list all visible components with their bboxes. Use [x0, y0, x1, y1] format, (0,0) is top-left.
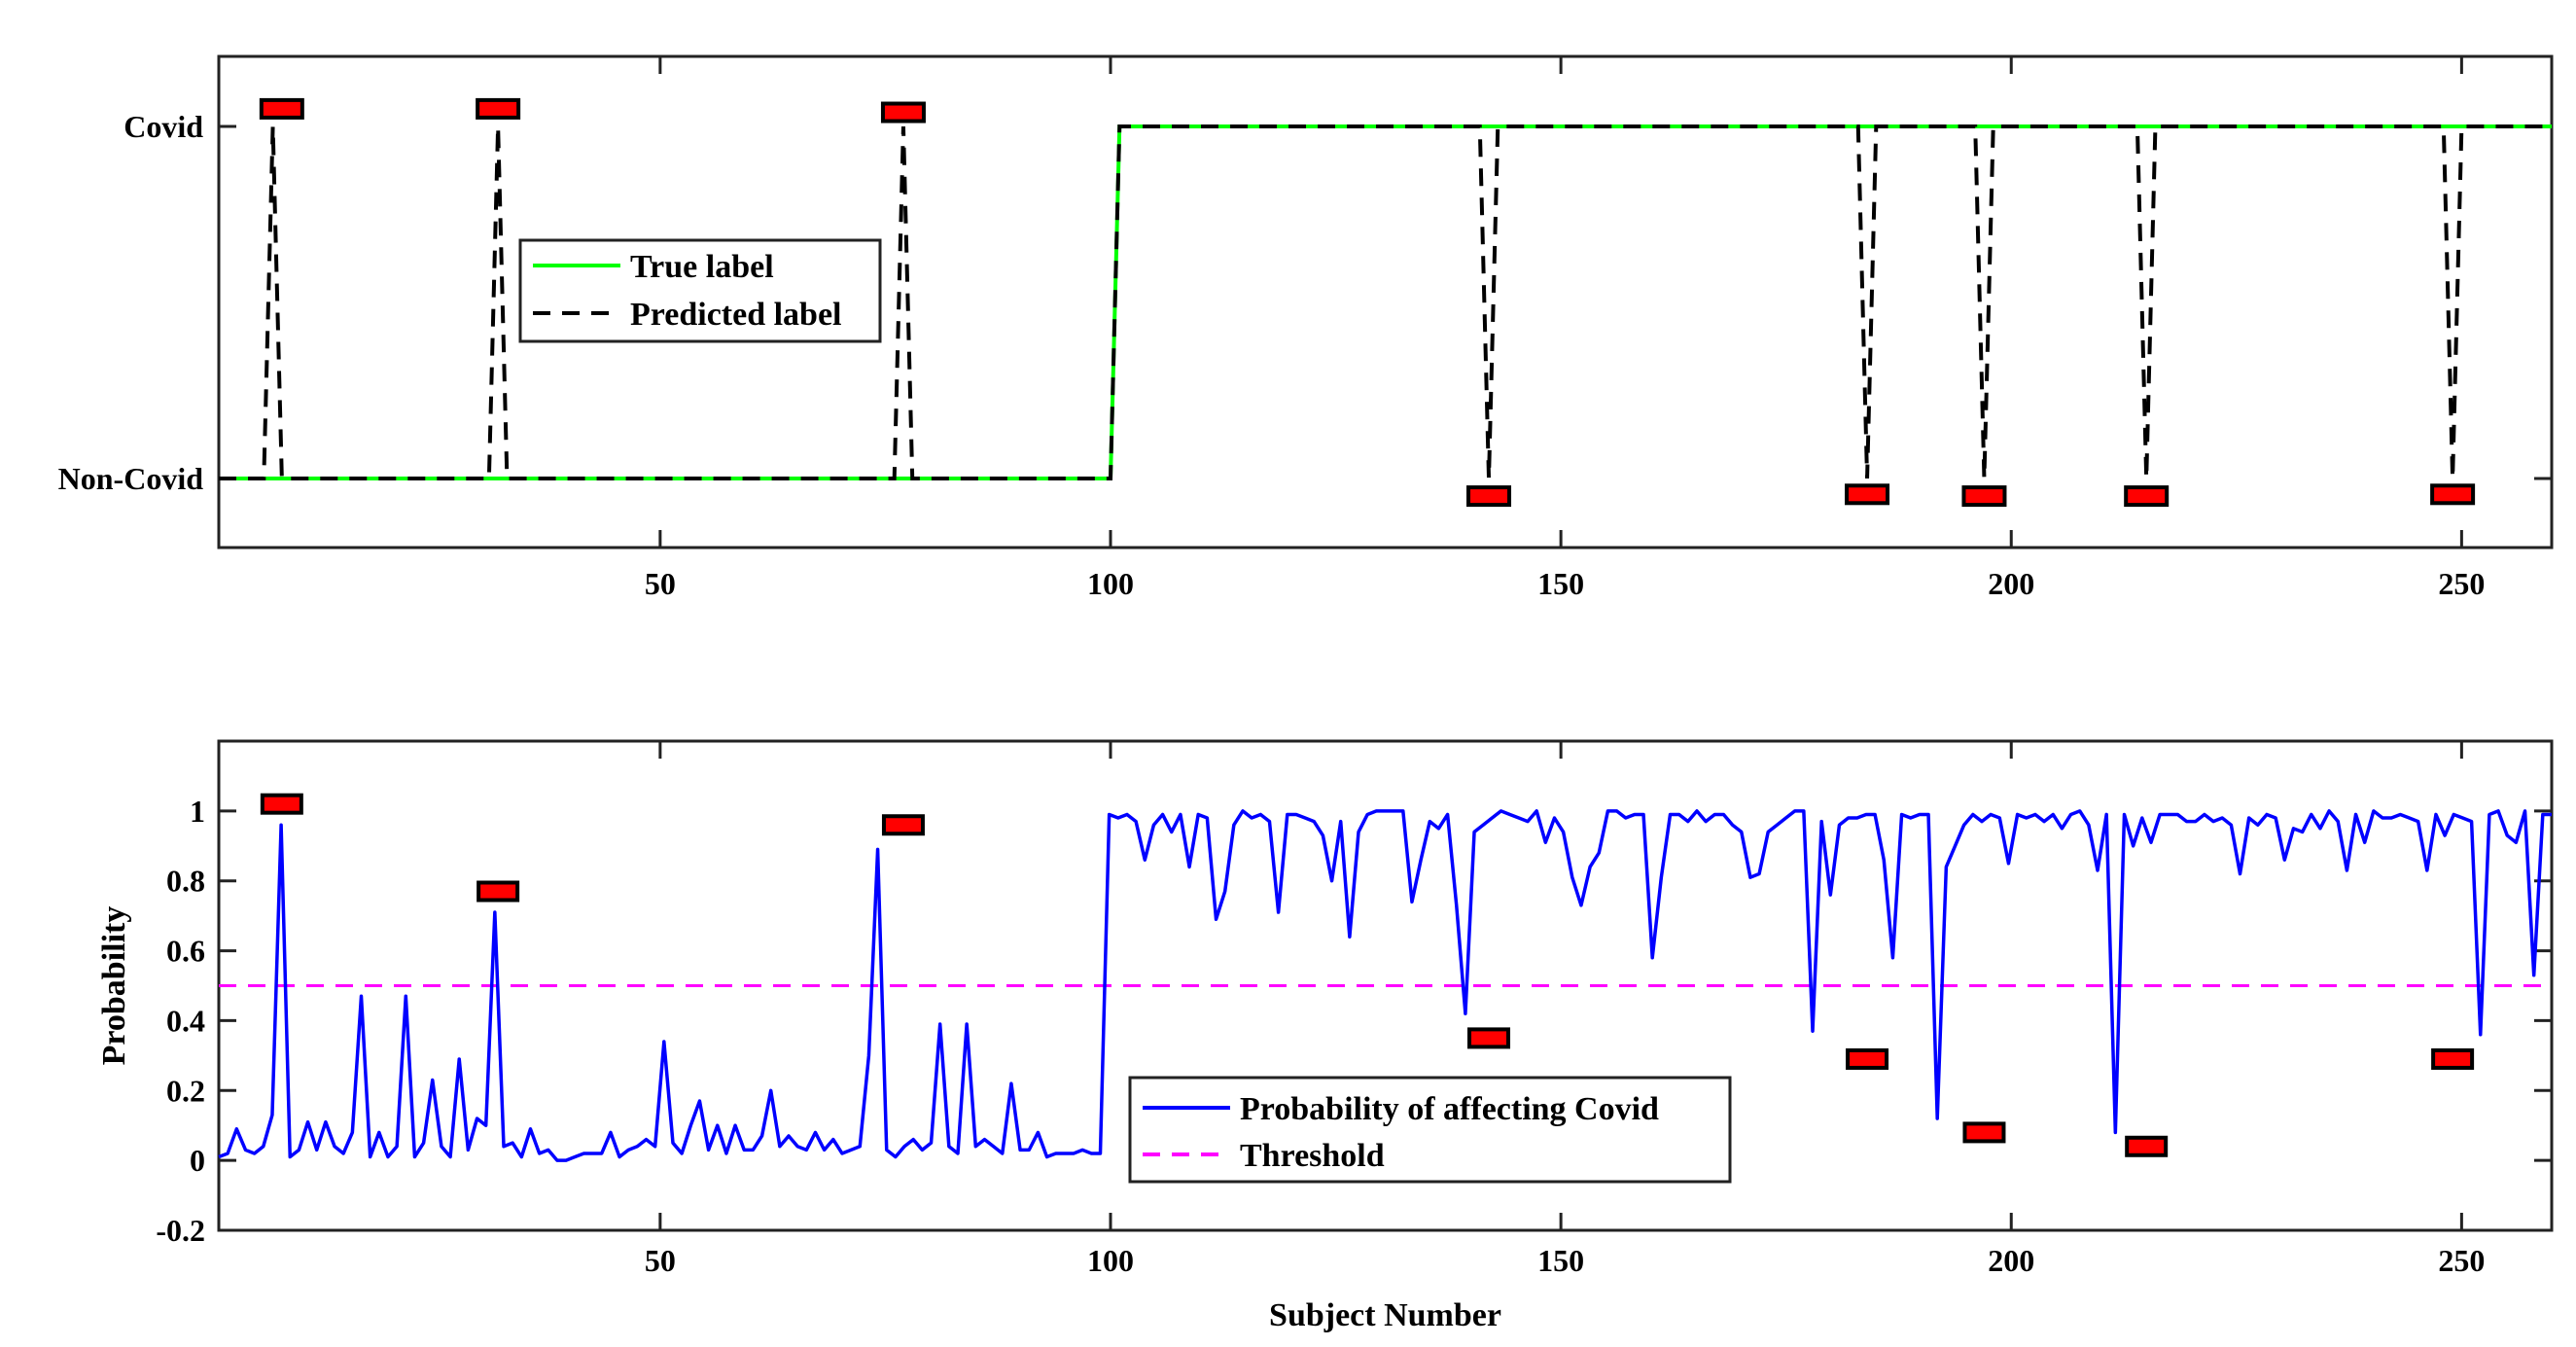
bottom-misclassified-marker-3 — [1467, 1027, 1511, 1049]
bottom-misclassified-markers — [260, 793, 2475, 1157]
top-misclassified-marker-2 — [880, 101, 926, 124]
bottom-x-tick-label-100: 100 — [1087, 1243, 1134, 1278]
bottom-misclassified-marker-2 — [881, 814, 925, 836]
bottom-y-tick-label-6: -0.2 — [156, 1213, 205, 1248]
top-misclassified-markers — [259, 97, 2476, 508]
top-misclassified-marker-3 — [1466, 485, 1512, 508]
bottom-y-tick-label-5: 0 — [190, 1143, 205, 1178]
bottom-x-tick-label-200: 200 — [1988, 1243, 2034, 1278]
y-axis-label: Probability — [96, 906, 132, 1066]
bottom-series — [218, 809, 2552, 1162]
top-misclassified-marker-6 — [2124, 485, 2170, 508]
bottom-misclassified-marker-4 — [1846, 1047, 1889, 1070]
legend-label-threshold: Threshold — [1240, 1138, 1385, 1174]
bottom-misclassified-marker-0 — [260, 793, 303, 815]
top-misclassified-marker-4 — [1845, 483, 1890, 506]
top-misclassified-marker-1 — [476, 97, 521, 120]
bottom-misclassified-marker-6 — [2125, 1135, 2169, 1157]
legend-label-probability: Probability of affecting Covid — [1240, 1091, 1659, 1127]
bottom-misclassified-marker-1 — [476, 880, 520, 903]
bottom-ticks: 50 100 150 200 250 1 0.8 0.6 0.4 0.2 0 -0.2 — [156, 741, 2552, 1278]
legend-label-predicted-label: Predicted label — [630, 297, 842, 333]
bottom-y-tick-label-0: 1 — [190, 794, 205, 829]
probability-panel: 50 100 150 200 250 1 0.8 0.6 0.4 0.2 0 -0.2 Subject… — [96, 739, 2554, 1333]
bottom-legend-box — [1128, 1076, 1732, 1184]
top-legend-box — [518, 238, 882, 343]
x-axis-label: Subject Number — [1269, 1297, 1501, 1333]
bottom-y-tick-label-3: 0.4 — [166, 1003, 205, 1038]
bottom-x-tick-label-50: 50 — [645, 1243, 676, 1278]
top-x-tick-label-100: 100 — [1087, 566, 1134, 601]
probability-line — [218, 809, 2552, 1162]
top-misclassified-marker-7 — [2430, 483, 2476, 506]
legend-label-true-label: True label — [630, 249, 774, 285]
top-x-tick-label-200: 200 — [1988, 566, 2034, 601]
top-x-tick-label-250: 250 — [2438, 566, 2485, 601]
bottom-misclassified-marker-5 — [1962, 1121, 2006, 1144]
top-x-tick-label-150: 150 — [1537, 566, 1584, 601]
bottom-y-tick-label-4: 0.2 — [166, 1073, 205, 1108]
top-ticks: 50 100 150 200 250 Covid Non-Covid — [58, 56, 2552, 601]
top-legend: True label Predicted label — [518, 238, 882, 343]
bottom-x-tick-label-150: 150 — [1537, 1243, 1584, 1278]
bottom-x-tick-label-250: 250 — [2438, 1243, 2485, 1278]
bottom-y-tick-label-1: 0.8 — [166, 864, 205, 899]
label-comparison-panel: 50 100 150 200 250 Covid Non-Covid True label … — [58, 54, 2554, 601]
top-y-tick-label-1: Covid — [124, 109, 203, 144]
top-y-tick-label-0: Non-Covid — [58, 461, 204, 496]
bottom-y-tick-label-2: 0.6 — [166, 934, 205, 969]
top-x-tick-label-50: 50 — [645, 566, 676, 601]
bottom-legend: Probability of affecting Covid Threshold — [1128, 1076, 1732, 1184]
top-misclassified-marker-5 — [1961, 485, 2007, 508]
bottom-misclassified-marker-7 — [2431, 1047, 2475, 1070]
top-misclassified-marker-0 — [259, 97, 304, 120]
top-axes-box — [217, 54, 2554, 549]
top-series — [219, 124, 2552, 480]
